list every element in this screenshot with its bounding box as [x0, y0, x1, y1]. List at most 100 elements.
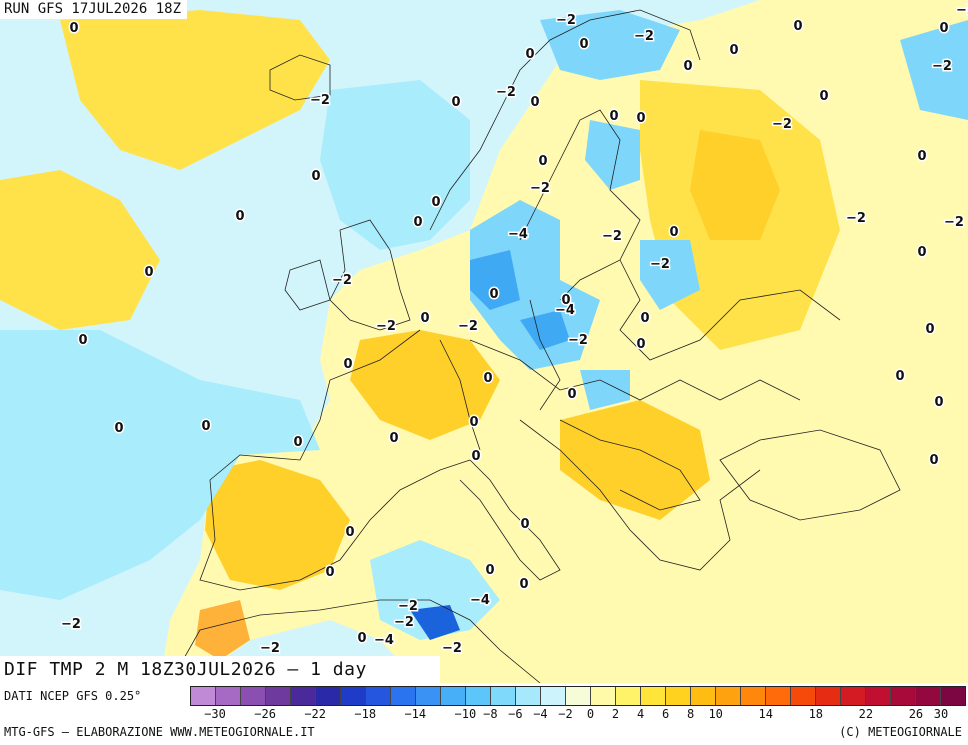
map-value-label: 0	[819, 89, 828, 104]
map-value-label: 0	[793, 19, 802, 34]
anomaly-fields	[0, 0, 968, 683]
map-value-label: −2	[650, 257, 670, 272]
map-value-label: 0	[609, 109, 618, 124]
color-scale-swatch	[216, 687, 241, 705]
color-scale-tick-label: −14	[404, 707, 427, 721]
map-value-label: −2	[846, 211, 866, 226]
map-value-label: 0	[934, 395, 943, 410]
map-value-label: 0	[485, 563, 494, 578]
map-value-label: 0	[640, 311, 649, 326]
map-value-label: −2	[458, 319, 478, 334]
map-value-label: 0	[413, 215, 422, 230]
border-eastern-europe	[619, 259, 841, 361]
color-scale-swatch	[916, 687, 941, 705]
coastline-balkans	[519, 419, 761, 571]
color-scale-swatch	[316, 687, 341, 705]
map-value-label: −2	[530, 181, 550, 196]
credit-copyright: (C) METEOGIORNALE	[839, 725, 962, 739]
coastline-scandinavia	[429, 9, 701, 231]
temperature-difference-map: −200−200−20−200−200−2000−200000−2−20−20−…	[0, 0, 968, 683]
cold-area-belarus	[640, 240, 700, 310]
cold-area-finland	[585, 120, 640, 190]
color-scale-tick-label: −18	[354, 707, 377, 721]
map-value-label: 0	[293, 435, 302, 450]
map-value-label: 0	[636, 111, 645, 126]
map-value-label: 0	[431, 195, 440, 210]
map-value-label: 0	[538, 154, 547, 169]
map-value-label: 0	[895, 369, 904, 384]
color-scale-swatch	[866, 687, 891, 705]
color-scale-swatch	[691, 687, 716, 705]
color-scale-tick-label: −30	[204, 707, 226, 721]
color-scale-tick-label: 22	[858, 707, 874, 721]
border-balkans-inner	[559, 419, 701, 511]
map-value-label: −2	[772, 117, 792, 132]
map-value-label: 0	[579, 37, 588, 52]
coastline-ireland	[284, 259, 331, 311]
color-scale-tick-label: −4	[533, 707, 548, 721]
map-value-label: −2	[394, 615, 414, 630]
hot-area-north-africa	[195, 600, 250, 660]
color-scale-tick-label: −8	[483, 707, 498, 721]
color-scale-swatch	[491, 687, 516, 705]
color-scale-swatch	[441, 687, 466, 705]
warm-area-atlantic-west	[0, 170, 160, 330]
color-scale-tick-label: 26	[908, 707, 924, 721]
warmer-area-balkans	[560, 400, 710, 520]
color-scale-swatch	[541, 687, 566, 705]
map-value-label: 0	[939, 21, 948, 36]
colder-area-germany	[520, 310, 570, 350]
map-value-label: 0	[483, 371, 492, 386]
cold-area-poland	[580, 370, 630, 410]
credit-website: MTG-GFS – ELABORAZIONE WWW.METEOGIORNALE…	[4, 725, 315, 739]
map-value-label: −2	[332, 273, 352, 288]
coastline-iceland	[269, 54, 331, 101]
map-value-label: 0	[357, 631, 366, 646]
map-value-label: 0	[345, 525, 354, 540]
color-scale-swatch	[641, 687, 666, 705]
map-value-label: 0	[325, 565, 334, 580]
color-scale-ticks: −30 −26 −22 −18 −14 −10 −8 −6 −4 −2 0 2 4 6 8 10 14 18 22 2…	[190, 707, 966, 723]
cool-area-north-sea	[320, 80, 470, 250]
color-scale-tick-label: 18	[808, 707, 824, 721]
map-value-label: 0	[567, 387, 576, 402]
color-scale-tick-label: −6	[508, 707, 523, 721]
map-value-label: 0	[469, 415, 478, 430]
data-source-text: DATI NCEP GFS 0.25°	[4, 689, 142, 703]
color-scale-swatch	[616, 687, 641, 705]
color-scale-tick-label: −10	[454, 707, 477, 721]
map-value-label: 0	[561, 293, 570, 308]
map-value-label: 0	[78, 333, 87, 348]
color-scale-tick-label: 6	[661, 707, 670, 721]
map-value-label: 0	[201, 419, 210, 434]
map-value-label: −2	[260, 641, 280, 656]
map-value-label: −2	[310, 93, 330, 108]
map-value-label: −4	[470, 593, 490, 608]
map-canvas: −200−200−20−200−200−2000−200000−2−20−20−…	[0, 0, 968, 683]
coldest-area-tunisia	[410, 605, 460, 640]
colder-area-denmark	[470, 250, 520, 310]
color-scale-swatch	[516, 687, 541, 705]
map-value-label: 0	[729, 43, 738, 58]
color-scale-tick-label: −22	[304, 707, 326, 721]
color-scale-bar	[190, 686, 966, 706]
warmer-area-france	[350, 330, 500, 440]
border-germany-poland	[529, 299, 561, 411]
border-central-europe	[469, 339, 801, 401]
map-value-label: −4	[374, 633, 394, 648]
color-scale-swatch	[741, 687, 766, 705]
color-scale-swatch	[466, 687, 491, 705]
coastline-italy	[459, 459, 561, 581]
color-scale-swatch	[791, 687, 816, 705]
color-scale-tick-label: −2	[558, 707, 573, 721]
map-value-label: 0	[519, 577, 528, 592]
run-label: RUN GFS 17JUL2026 18Z	[0, 0, 188, 19]
color-scale-swatch	[841, 687, 866, 705]
map-value-label: 0	[636, 337, 645, 352]
color-scale-swatch	[766, 687, 791, 705]
map-value-label: −2	[398, 599, 418, 614]
color-scale-swatch	[591, 687, 616, 705]
map-value-label: 0	[144, 265, 153, 280]
map-value-label: −2	[376, 319, 396, 334]
map-value-label: 0	[311, 169, 320, 184]
